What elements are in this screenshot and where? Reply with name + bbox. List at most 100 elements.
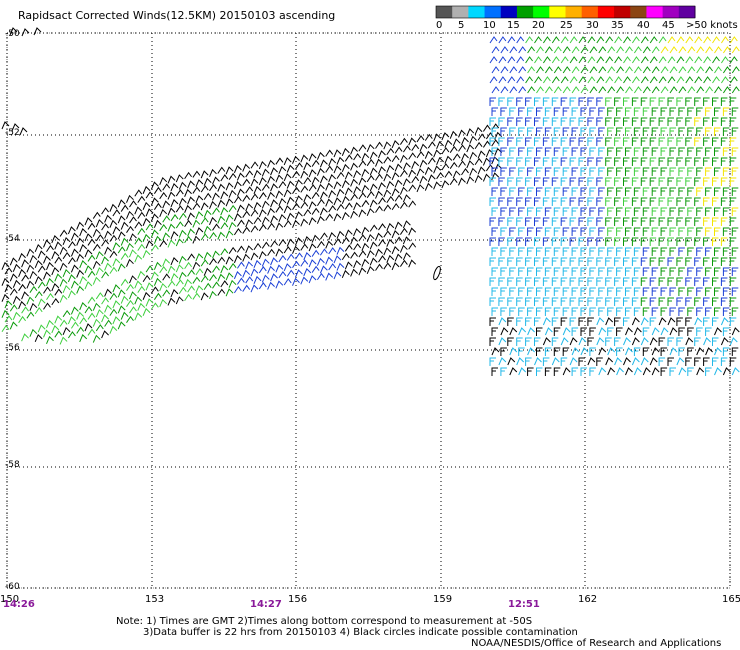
wind-barb bbox=[178, 181, 187, 190]
wind-barb bbox=[614, 137, 621, 146]
wind-barb bbox=[731, 267, 739, 276]
wind-barb bbox=[408, 227, 417, 236]
wind-barb bbox=[722, 147, 730, 156]
wind-barb bbox=[101, 256, 109, 265]
wind-barb bbox=[722, 367, 731, 376]
wind-barb bbox=[731, 147, 739, 156]
wind-barb bbox=[580, 147, 587, 156]
wind-barb bbox=[26, 280, 35, 289]
wind-barb bbox=[633, 247, 641, 256]
wind-barb bbox=[640, 56, 649, 64]
wind-barb bbox=[233, 180, 242, 190]
wind-barb bbox=[527, 247, 534, 256]
wind-barb bbox=[500, 287, 507, 296]
wind-barb bbox=[408, 137, 417, 146]
wind-barb bbox=[631, 157, 639, 166]
wind-barb bbox=[195, 285, 204, 294]
wind-barb bbox=[509, 327, 518, 336]
wind-barb bbox=[225, 166, 234, 175]
wind-barb bbox=[258, 209, 267, 218]
wind-barb bbox=[660, 287, 668, 296]
wind-barb bbox=[167, 175, 176, 184]
wind-barb bbox=[551, 257, 559, 266]
wind-barb bbox=[560, 157, 568, 166]
wind-barb bbox=[534, 337, 541, 346]
wind-barb bbox=[21, 259, 29, 268]
wind-barb bbox=[178, 271, 187, 280]
wind-barb bbox=[195, 227, 204, 236]
wind-barb bbox=[714, 147, 721, 156]
wind-barb bbox=[369, 257, 378, 266]
wind-barb bbox=[253, 216, 262, 225]
wind-barb bbox=[350, 162, 358, 171]
wind-barb bbox=[344, 244, 353, 252]
wind-barb bbox=[51, 251, 60, 260]
wind-barb bbox=[660, 66, 669, 74]
wind-barb bbox=[1, 277, 10, 286]
wind-barb bbox=[261, 241, 270, 249]
wind-barb bbox=[316, 167, 325, 176]
wind-barb bbox=[308, 184, 317, 192]
wind-barb bbox=[458, 160, 466, 168]
wind-barb bbox=[640, 36, 649, 44]
wind-barb bbox=[614, 277, 621, 286]
wind-barb bbox=[667, 217, 674, 226]
wind-barb bbox=[416, 151, 425, 159]
wind-barb bbox=[560, 277, 568, 286]
wind-barb bbox=[358, 209, 367, 218]
wind-barb bbox=[660, 107, 668, 116]
pass-time-3: 12:51 bbox=[508, 599, 540, 610]
wind-barb bbox=[21, 274, 29, 282]
wind-barb bbox=[714, 187, 721, 196]
wind-barb bbox=[300, 218, 309, 227]
wind-barb bbox=[46, 335, 54, 344]
wind-barb bbox=[596, 217, 603, 226]
wind-barb bbox=[333, 238, 342, 246]
wind-barb bbox=[687, 167, 694, 176]
wind-barb bbox=[509, 147, 516, 156]
wind-barb bbox=[167, 297, 176, 306]
wind-barb bbox=[458, 129, 466, 138]
wind-barb bbox=[129, 216, 137, 224]
wind-barb bbox=[642, 207, 650, 216]
wind-barb bbox=[253, 275, 262, 284]
wind-barb bbox=[261, 168, 270, 177]
wind-barb bbox=[553, 327, 561, 336]
wind-barb bbox=[544, 367, 552, 376]
wind-barb bbox=[278, 197, 287, 207]
lon-label-162: 162 bbox=[578, 594, 597, 605]
wind-barb bbox=[452, 153, 461, 161]
legend-label: 25 bbox=[560, 20, 573, 31]
wind-barb bbox=[640, 357, 649, 366]
wind-barb bbox=[729, 237, 737, 246]
wind-barb bbox=[587, 277, 594, 286]
wind-barb bbox=[43, 302, 51, 310]
wind-barb bbox=[153, 186, 162, 194]
wind-barb bbox=[507, 97, 514, 106]
wind-barb bbox=[67, 226, 76, 235]
wind-barb bbox=[605, 317, 614, 326]
wind-barb bbox=[551, 137, 559, 146]
wind-barb bbox=[712, 257, 719, 266]
wind-barb bbox=[534, 76, 542, 84]
wind-barb bbox=[660, 307, 668, 316]
wind-barb bbox=[51, 283, 60, 292]
wind-barb bbox=[589, 187, 596, 196]
wind-barb bbox=[589, 86, 598, 94]
wind-barb bbox=[104, 319, 112, 327]
wind-barb bbox=[633, 347, 641, 356]
wind-barb bbox=[270, 167, 278, 176]
wind-barb bbox=[134, 189, 143, 197]
wind-barb bbox=[253, 259, 262, 268]
wind-barb bbox=[722, 127, 730, 136]
wind-barb bbox=[378, 182, 386, 191]
wind-barb bbox=[560, 197, 568, 206]
wind-barb bbox=[178, 286, 187, 294]
wind-barb bbox=[498, 337, 507, 346]
wind-barb bbox=[12, 279, 21, 288]
wind-barb bbox=[714, 107, 721, 116]
wind-barb bbox=[59, 246, 68, 255]
wind-barb bbox=[596, 277, 603, 286]
wind-barb bbox=[261, 274, 270, 283]
wind-barb bbox=[228, 279, 237, 288]
